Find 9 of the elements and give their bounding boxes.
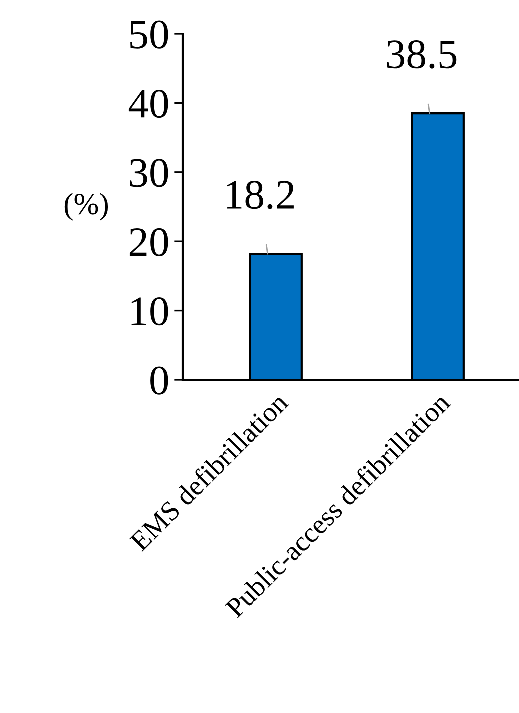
y-tick-label: 30 — [130, 159, 168, 188]
y-tick-label: 0 — [150, 366, 168, 395]
y-tick-label: 40 — [128, 90, 168, 118]
data-label: 38.5 — [387, 40, 457, 69]
y-axis-title: (%) — [64, 193, 108, 221]
y-tick-label: 50 — [130, 20, 168, 49]
y-tick-label: 20 — [130, 228, 168, 256]
y-tick-label: 10 — [132, 298, 168, 326]
data-label: 18.2 — [227, 181, 294, 210]
